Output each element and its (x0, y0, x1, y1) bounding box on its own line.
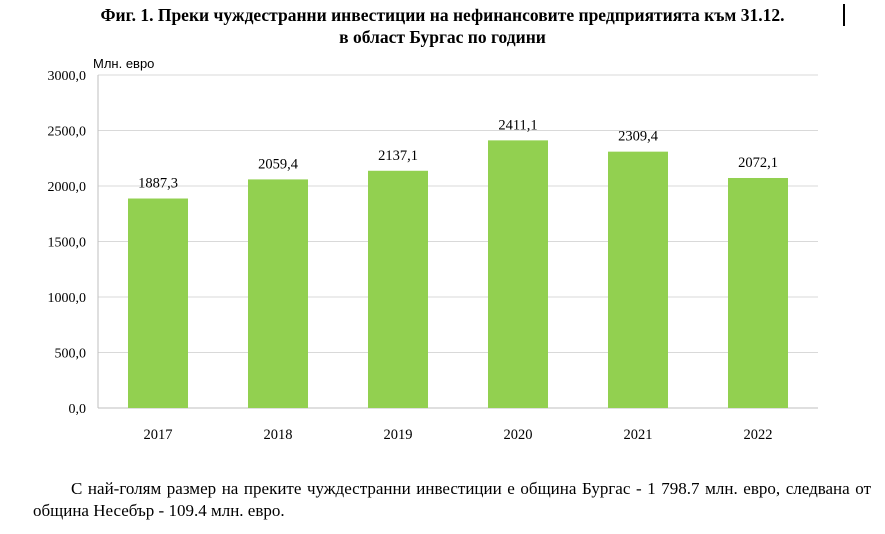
bar (728, 177, 788, 408)
bar (488, 140, 548, 408)
x-tick-label: 2017 (144, 427, 173, 443)
data-label: 2137,1 (378, 148, 418, 164)
data-labels: 1887,3 2059,4 2137,1 2411,1 2309,4 2072,1 (138, 117, 778, 191)
x-tick-label: 2022 (744, 427, 773, 443)
x-tick-label: 2020 (504, 427, 533, 443)
bar (608, 151, 668, 408)
axes: 0,0 500,0 1000,0 1500,0 2000,0 2500,0 3000,0 20… (48, 69, 818, 443)
y-tick-label: 1500,0 (48, 236, 87, 251)
data-label: 2072,1 (738, 155, 778, 171)
y-tick-label: 2500,0 (48, 125, 87, 140)
x-tick-label: 2019 (384, 427, 413, 443)
body-paragraph: С най-голям размер на преките чуждестран… (33, 479, 871, 520)
x-tick-label: 2018 (264, 427, 293, 443)
data-label: 2309,4 (618, 129, 659, 145)
chart-title-line-2: в област Бургас по години (339, 27, 546, 47)
y-tick-label: 0,0 (69, 402, 87, 417)
x-tick-label: 2021 (624, 427, 653, 443)
bar (128, 198, 188, 408)
data-label: 2059,4 (258, 156, 299, 172)
bar-chart: 0,0 500,0 1000,0 1500,0 2000,0 2500,0 3000,0 20… (48, 56, 818, 443)
chart-title-line-1: Фиг. 1. Преки чуждестранни инвестиции на… (100, 5, 785, 25)
y-tick-label: 3000,0 (48, 69, 87, 84)
data-label: 2411,1 (498, 117, 537, 133)
text-cursor-bar (843, 4, 845, 26)
bars (128, 140, 788, 408)
y-axis-label: Млн. евро (93, 56, 154, 71)
gridlines (98, 74, 818, 353)
y-tick-label: 1000,0 (48, 291, 87, 306)
bar (368, 170, 428, 408)
y-tick-label: 2000,0 (48, 180, 87, 195)
bar (248, 179, 308, 408)
y-tick-label: 500,0 (55, 347, 87, 362)
chart-title: Фиг. 1. Преки чуждестранни инвестиции на… (0, 4, 885, 48)
data-label: 1887,3 (138, 176, 178, 192)
